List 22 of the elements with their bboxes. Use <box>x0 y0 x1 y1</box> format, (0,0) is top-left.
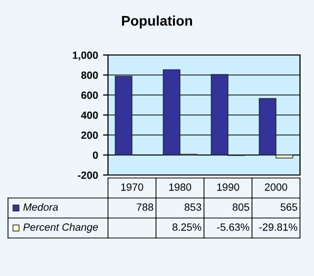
y-tick-label: 1,000 <box>72 52 98 60</box>
y-tick-label: 800 <box>81 72 98 79</box>
bar <box>114 76 132 156</box>
data-label: 8.25% <box>172 223 202 231</box>
x-tick-label: 2000 <box>264 183 288 191</box>
x-tick-label: 1990 <box>217 183 240 191</box>
x-tick-label: 1970 <box>121 183 144 191</box>
data-label: 853 <box>184 203 202 211</box>
y-tick-label: 200 <box>81 132 98 139</box>
data-label: -29.81% <box>259 223 298 231</box>
y-tick-label: 0 <box>92 152 98 159</box>
data-label: -5.63% <box>217 223 250 231</box>
data-label: 565 <box>280 203 298 211</box>
data-label: 805 <box>232 203 250 211</box>
y-tick-label: -200 <box>78 172 98 179</box>
x-tick-label: 1980 <box>169 183 192 191</box>
legend-label: Percent Change <box>23 223 98 233</box>
data-label: 788 <box>136 203 154 211</box>
chart-title: Population <box>122 16 192 28</box>
legend-label: Medora <box>23 203 58 211</box>
y-tick-label: 600 <box>81 92 98 99</box>
y-tick-label: 400 <box>81 112 98 119</box>
